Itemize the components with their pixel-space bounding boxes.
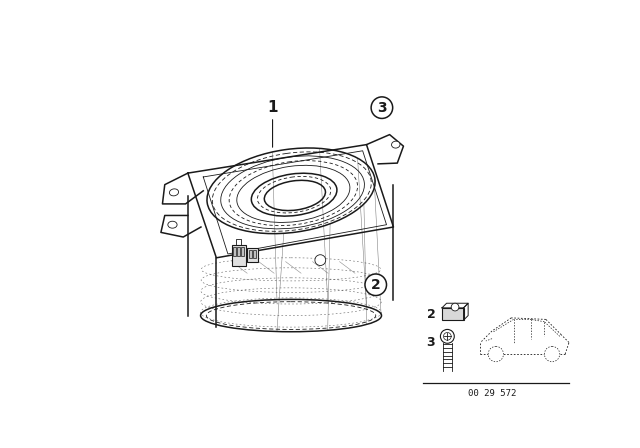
Ellipse shape — [168, 221, 177, 228]
Ellipse shape — [200, 299, 381, 332]
Bar — [232, 245, 246, 266]
Circle shape — [440, 329, 454, 343]
Text: 00 29 572: 00 29 572 — [468, 389, 516, 398]
Bar — [253, 250, 257, 258]
Circle shape — [545, 346, 560, 362]
Bar — [247, 248, 258, 262]
Circle shape — [444, 332, 451, 340]
Circle shape — [315, 255, 326, 266]
Ellipse shape — [170, 189, 179, 196]
Circle shape — [488, 346, 504, 362]
Bar — [442, 308, 463, 320]
Text: 3: 3 — [377, 101, 387, 115]
Text: 2: 2 — [371, 278, 381, 292]
Text: 2: 2 — [427, 307, 435, 320]
Bar — [241, 247, 244, 256]
Circle shape — [365, 274, 387, 296]
Text: 1: 1 — [268, 99, 278, 115]
Bar — [249, 250, 252, 258]
Bar — [237, 247, 240, 256]
Circle shape — [451, 303, 459, 311]
Bar — [234, 247, 236, 256]
Text: 3: 3 — [427, 336, 435, 349]
Ellipse shape — [392, 141, 400, 148]
Circle shape — [371, 97, 393, 118]
